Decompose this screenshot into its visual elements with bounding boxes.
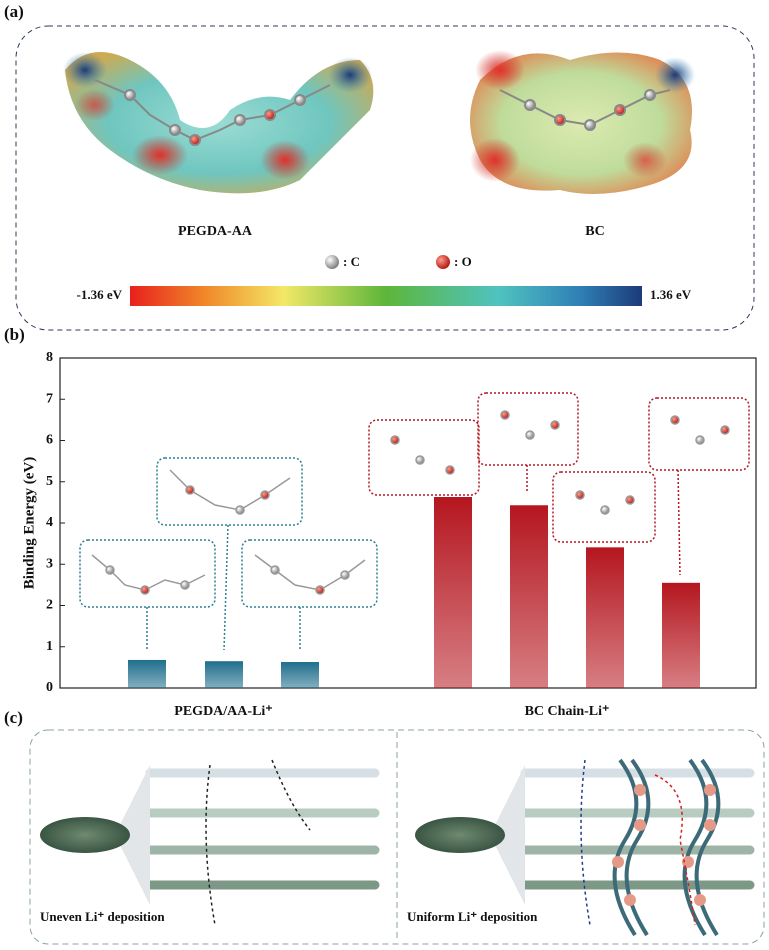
- y-tick-label: 6: [46, 433, 53, 448]
- y-tick-label: 0: [46, 680, 53, 695]
- deposition-label: Uniform Li⁺ deposition: [407, 909, 538, 924]
- colorbar-label: -1.36 eV: [77, 287, 123, 302]
- bar: [128, 659, 166, 688]
- ion-paths: [205, 759, 696, 926]
- legend-label: : O: [454, 254, 472, 269]
- legend-swatch: [325, 255, 339, 269]
- molecule-label: PEGDA-AA: [178, 224, 253, 239]
- y-tick-label: 3: [46, 556, 53, 571]
- colorbar: [130, 286, 642, 306]
- y-tick-label: 7: [46, 391, 53, 406]
- separator-discs: [40, 765, 525, 905]
- legend-swatch: [436, 255, 450, 269]
- inset-molecules: [91, 410, 730, 595]
- molecule-label: BC: [585, 224, 604, 239]
- bar: [662, 582, 700, 688]
- bar: [510, 505, 548, 688]
- bar-chart: 0 1 2 3 4 5 6 7 8 Binding Energy (eV) PEGDA/AA-Li⁺…: [21, 350, 757, 719]
- panel-frame: [29, 729, 765, 945]
- y-axis-label: Binding Energy (eV): [21, 457, 37, 590]
- insets: [79, 392, 750, 651]
- colorbar-label: 1.36 eV: [650, 287, 692, 302]
- y-tick-label: 2: [46, 598, 53, 613]
- y-tick-label: 8: [46, 350, 53, 365]
- bar: [205, 661, 243, 688]
- group-label: PEGDA/AA-Li⁺: [174, 704, 272, 719]
- y-tick-label: 1: [46, 639, 53, 654]
- panel-label: (a): [4, 2, 24, 21]
- legend-label: : C: [343, 254, 360, 269]
- bar: [586, 547, 624, 688]
- chains: [612, 758, 721, 937]
- group-label: BC Chain-Li⁺: [525, 704, 610, 719]
- bar: [281, 662, 319, 688]
- esp-surface-bc: [470, 50, 695, 194]
- panel-label: (b): [4, 325, 25, 344]
- panel-label: (c): [4, 708, 23, 727]
- plot-frame: [59, 357, 757, 689]
- panel-frame: [15, 25, 755, 331]
- y-tick-label: 4: [46, 515, 53, 530]
- y-tick-label: 5: [46, 474, 53, 489]
- bar: [434, 497, 472, 688]
- ball-and-stick: [94, 79, 671, 146]
- esp-surface-pegda: [63, 52, 374, 194]
- deposition-label: Uneven Li⁺ deposition: [40, 909, 165, 924]
